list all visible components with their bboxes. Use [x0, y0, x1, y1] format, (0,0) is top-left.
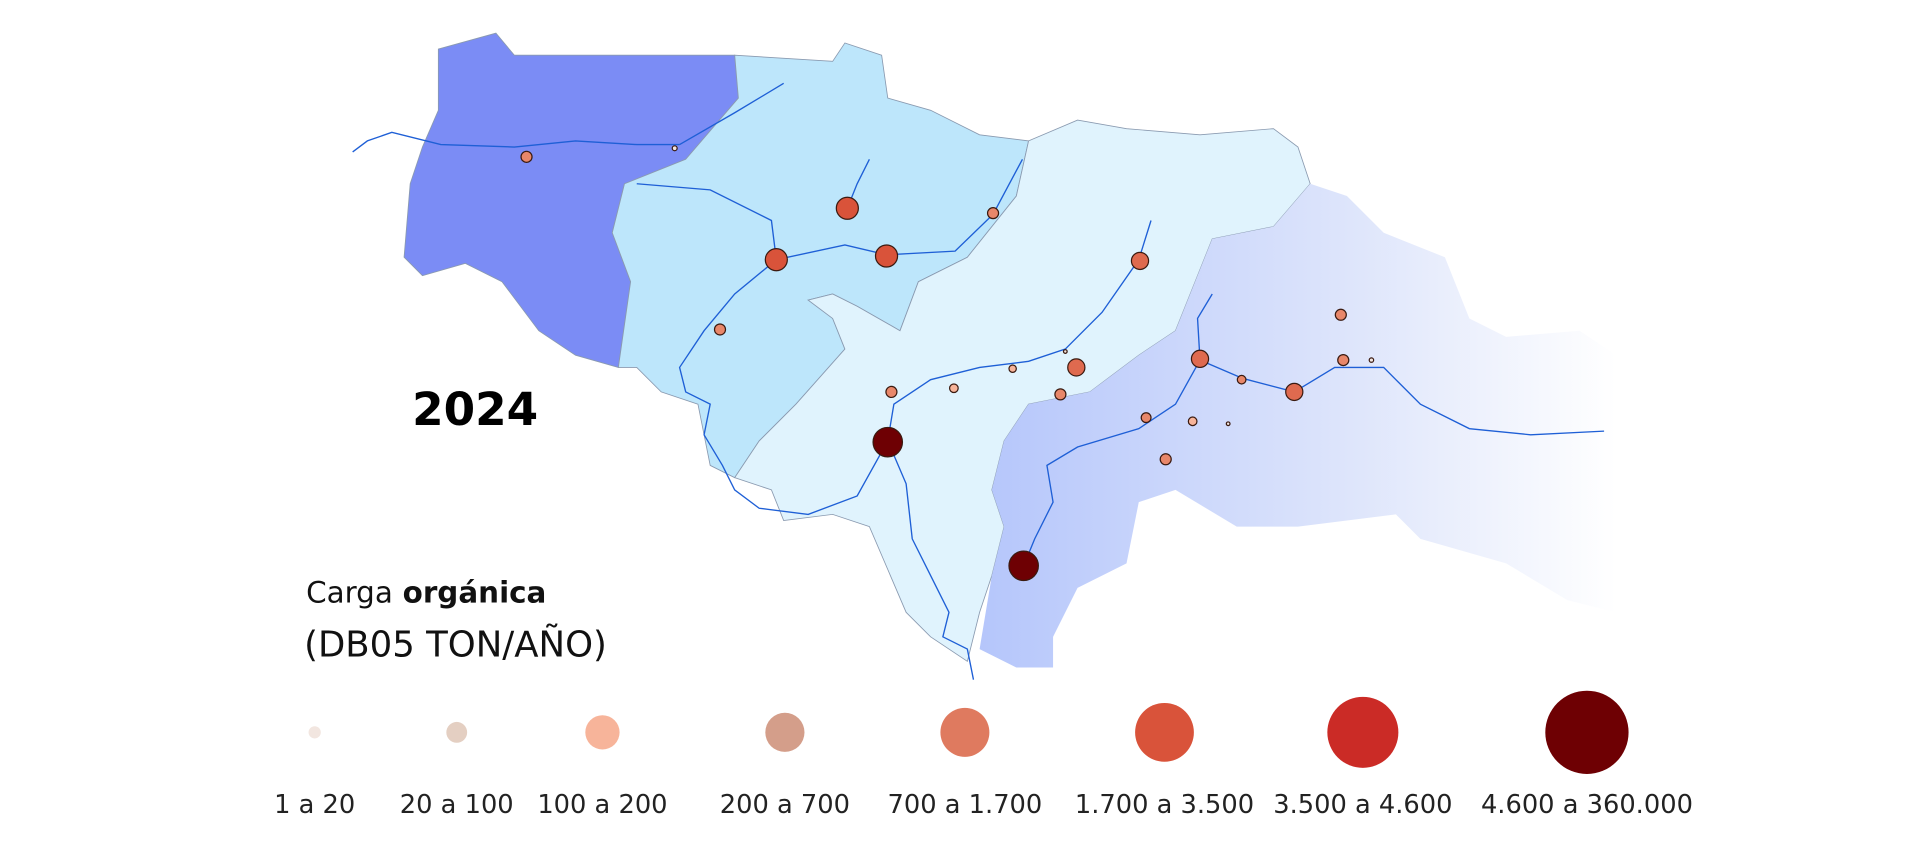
load-point	[1190, 349, 1210, 369]
legend-label: 1.700 a 3.500	[1075, 790, 1254, 820]
load-point	[1130, 251, 1150, 271]
load-point	[1236, 374, 1247, 385]
legend-swatch	[1327, 696, 1399, 768]
river	[679, 82, 785, 146]
legend-swatch	[585, 715, 620, 750]
river	[887, 220, 1152, 442]
legend-label: 3.500 a 4.600	[1273, 790, 1452, 820]
regions	[403, 32, 1617, 668]
load-point	[713, 323, 727, 336]
load-point	[948, 383, 959, 394]
year-label: 2024	[412, 383, 538, 436]
load-point	[1334, 308, 1347, 321]
legend-swatch	[1545, 690, 1629, 774]
legend-title-bold: orgánica	[403, 576, 547, 610]
river	[352, 131, 680, 153]
load-point	[872, 426, 904, 458]
legend-swatch	[940, 707, 990, 757]
legend-label: 20 a 100	[400, 790, 514, 820]
legend-swatch	[308, 726, 321, 739]
legend-label: 700 a 1.700	[888, 790, 1043, 820]
load-point	[1368, 357, 1375, 363]
load-point	[986, 207, 1000, 220]
load-point	[1008, 550, 1039, 582]
legend-label: 4.600 a 360.000	[1481, 790, 1693, 820]
region-east	[979, 183, 1617, 668]
load-point	[1187, 416, 1198, 427]
rivers	[352, 82, 1605, 680]
river	[1196, 293, 1213, 361]
legend-swatch	[1135, 702, 1194, 762]
load-point	[885, 385, 898, 399]
legend-swatch	[446, 721, 468, 743]
load-point	[1054, 388, 1067, 401]
river	[678, 259, 975, 680]
load-point	[1140, 412, 1152, 424]
load-point	[764, 248, 788, 272]
load-point	[1285, 382, 1304, 402]
load-point	[874, 244, 899, 268]
load-point	[1337, 353, 1350, 367]
load-point	[1159, 453, 1172, 466]
legend: 1 a 20 20 a 100 100 a 200 200 a 700 700 a 1.…	[274, 690, 1693, 820]
river	[636, 158, 1024, 261]
region-center	[734, 119, 1311, 663]
load-points	[520, 145, 1375, 582]
load-point	[1062, 349, 1068, 354]
load-point	[1225, 421, 1231, 427]
legend-title-regular: Carga	[306, 576, 393, 610]
legend-label: 1 a 20	[274, 790, 355, 820]
legend-label: 200 a 700	[720, 790, 850, 820]
river	[1023, 359, 1605, 567]
legend-label: 100 a 200	[537, 790, 667, 820]
load-point	[671, 145, 678, 152]
load-point	[835, 196, 859, 220]
legend-title: Carga orgánica	[306, 576, 546, 610]
legend-swatch	[765, 712, 805, 752]
load-point	[1008, 364, 1017, 373]
load-point	[520, 150, 533, 163]
load-point	[1067, 358, 1086, 377]
legend-subtitle: (DB05 TON/AÑO)	[304, 623, 607, 665]
